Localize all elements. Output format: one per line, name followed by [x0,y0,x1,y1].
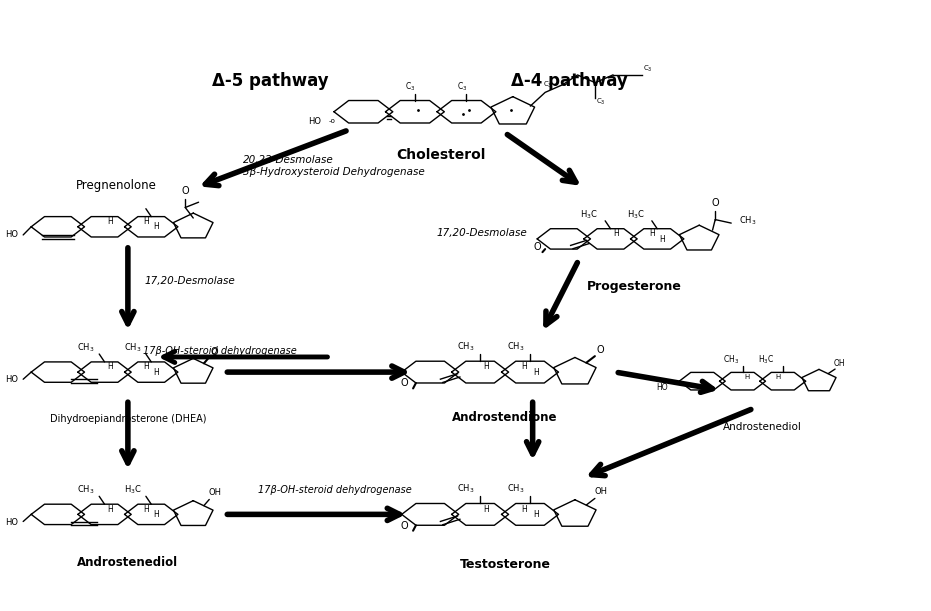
Text: H: H [745,374,749,380]
Text: Δ-4 pathway: Δ-4 pathway [511,73,627,90]
Text: Androstenediol: Androstenediol [77,556,179,569]
Text: O: O [597,345,604,356]
Text: 17,20-Desmolase: 17,20-Desmolase [144,276,236,287]
Text: H: H [154,368,159,377]
Text: CH$_3$: CH$_3$ [723,354,739,366]
Text: H: H [483,505,489,514]
Text: CH$_3$: CH$_3$ [77,484,95,496]
Text: OH: OH [834,359,845,368]
Text: O: O [533,242,541,252]
Text: OH: OH [209,488,221,497]
Text: OH: OH [594,487,607,496]
Text: O: O [182,186,189,196]
Text: Dihydroepiandrosterone (DHEA): Dihydroepiandrosterone (DHEA) [49,414,206,424]
Text: HO: HO [5,518,18,527]
Text: CH$_3$: CH$_3$ [507,482,524,495]
Text: O: O [400,521,409,530]
Text: 20,22-Desmolase
3β-Hydroxysteroid Dehydrogenase: 20,22-Desmolase 3β-Hydroxysteroid Dehydr… [243,155,425,177]
Text: H: H [107,362,113,371]
Text: H: H [521,362,527,371]
Text: H: H [649,229,654,238]
Text: H$_3$C: H$_3$C [627,208,645,221]
Text: CH$_3$: CH$_3$ [507,340,524,353]
Text: HO: HO [656,383,668,392]
Text: C$_3$: C$_3$ [643,64,653,75]
Text: 17,20-Desmolase: 17,20-Desmolase [436,228,527,238]
Text: CH$_3$: CH$_3$ [457,340,475,353]
Text: 17β-OH-steroid dehydrogenase: 17β-OH-steroid dehydrogenase [258,485,412,495]
Text: H: H [533,510,539,519]
Text: HO: HO [308,117,320,126]
Text: H$_3$C: H$_3$C [580,208,598,221]
Text: HO: HO [5,230,18,239]
Text: Androstenediol: Androstenediol [723,422,803,431]
Text: CH$_3$: CH$_3$ [77,342,95,354]
Text: H: H [154,510,159,519]
Text: H: H [660,235,666,244]
Text: H: H [154,222,159,232]
Text: CH$_3$: CH$_3$ [124,342,142,354]
Text: O: O [400,378,409,388]
Text: 17β-OH-steroid dehydrogenase: 17β-OH-steroid dehydrogenase [143,346,297,356]
Text: H: H [533,368,539,377]
Text: O: O [711,199,719,208]
Text: H: H [521,505,527,514]
Text: C$_3$: C$_3$ [405,81,416,93]
Text: -o: -o [329,118,336,124]
Text: HO: HO [5,375,18,384]
Text: O: O [210,346,219,357]
Text: H: H [143,362,149,371]
Text: Progesterone: Progesterone [587,280,681,293]
Text: CH$_3$: CH$_3$ [739,214,757,227]
Text: Pregnenolone: Pregnenolone [75,179,156,192]
Text: C$_3$: C$_3$ [544,79,553,90]
Text: H$_3$C: H$_3$C [759,354,775,366]
Text: Δ-5 pathway: Δ-5 pathway [212,73,329,90]
Text: C$_3$: C$_3$ [596,97,606,107]
Text: H: H [143,217,149,226]
Text: H: H [143,505,149,514]
Text: H: H [107,217,113,226]
Text: H: H [107,505,113,514]
Text: CH$_3$: CH$_3$ [457,482,475,495]
Text: H: H [483,362,489,371]
Text: H: H [776,374,781,380]
Text: Androstendione: Androstendione [452,411,558,424]
Text: Cholesterol: Cholesterol [396,148,485,163]
Text: C$_3$: C$_3$ [457,81,467,93]
Text: H$_3$C: H$_3$C [124,484,142,496]
Text: Testosterone: Testosterone [460,558,550,571]
Text: H: H [613,229,619,238]
